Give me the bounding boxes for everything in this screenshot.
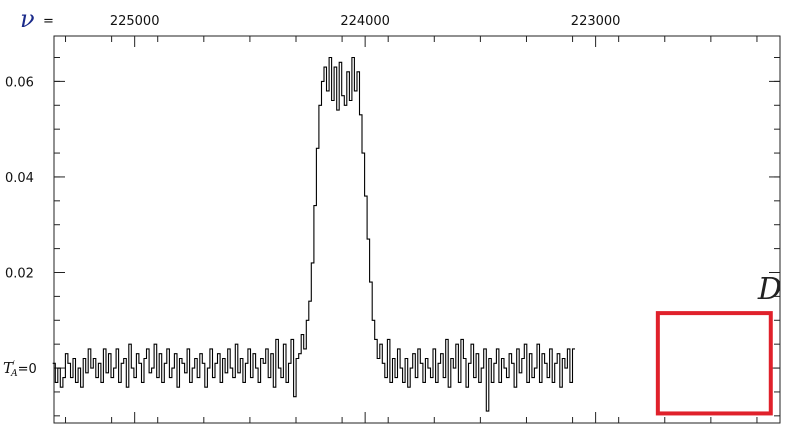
nu-symbol: ν [20,5,35,33]
y-zero-sub: A [10,369,18,379]
y-tick-label: 0.06 [5,75,34,90]
baseline-region-box [655,311,773,416]
x-tick-label: 223000 [571,14,621,29]
nu-equals: = [43,14,54,29]
tick-labels: 225000 224000 223000 ν = 0.06 0.04 0.02 T′ A=0 [3,5,620,379]
plot-frame [53,35,781,424]
tick-marks [54,36,780,423]
baseline-region-label: D base [757,272,786,308]
y-zero-symbol: T [3,359,14,377]
y-zero-label: T′ A=0 [3,359,37,379]
baseline-label-main: D [757,272,782,307]
spectrum-line [52,56,575,412]
x-tick-label: 224000 [340,14,390,29]
y-zero-sup: ′ [13,360,15,370]
y-zero-value: =0 [18,362,37,377]
x-tick-label: 225000 [110,14,160,29]
y-tick-label: 0.02 [5,267,34,282]
y-tick-label: 0.04 [5,171,34,186]
